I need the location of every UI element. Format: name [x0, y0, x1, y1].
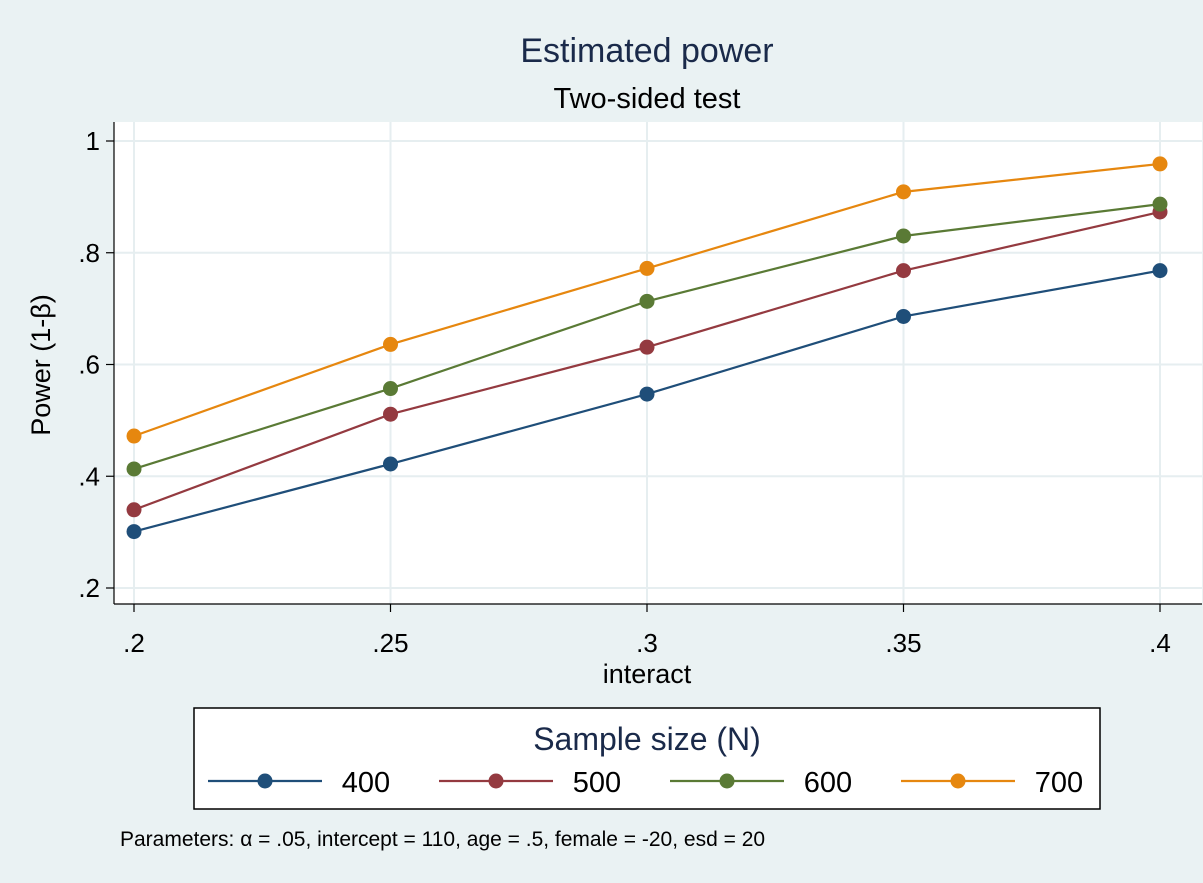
y-tick-label: .2	[78, 573, 100, 603]
parameters-note: Parameters: α = .05, intercept = 110, ag…	[120, 828, 765, 851]
x-ticks: .2 .25 .3 .35 .4	[123, 604, 1171, 658]
plot-area	[114, 122, 1202, 604]
grid	[114, 122, 1202, 604]
data-point-600	[126, 461, 142, 477]
data-point-700	[126, 428, 142, 444]
legend-box	[193, 707, 1101, 810]
data-point-500	[639, 339, 655, 355]
data-point-700	[1152, 156, 1168, 172]
legend-title: Sample size (N)	[533, 721, 761, 757]
x-axis-label: interact	[603, 659, 692, 689]
data-point-600	[639, 293, 655, 309]
legend-key-marker-600	[719, 773, 735, 789]
data-point-400	[896, 308, 911, 324]
data-point-600	[896, 228, 911, 244]
data-point-400	[639, 386, 655, 402]
data-point-500	[383, 406, 398, 422]
y-tick-label: .6	[78, 350, 100, 380]
data-point-700	[896, 184, 911, 200]
data-point-700	[383, 336, 398, 352]
y-tick-label: .4	[78, 461, 100, 491]
chart-title: Estimated power	[520, 32, 773, 70]
legend-label-400: 400	[342, 767, 390, 799]
y-ticks: .2 .4 .6 .8 1	[78, 126, 114, 603]
data-point-400	[1152, 263, 1168, 279]
legend-key-marker-400	[257, 773, 273, 789]
data-point-600	[383, 381, 398, 397]
legend-label-700: 700	[1035, 767, 1083, 799]
x-tick-label: .35	[885, 628, 921, 658]
data-point-600	[1152, 196, 1168, 212]
series-group	[126, 156, 1168, 540]
legend-label-500: 500	[573, 767, 621, 799]
y-tick-label: 1	[86, 126, 100, 156]
x-tick-label: .3	[636, 628, 658, 658]
legend-key-marker-700	[950, 773, 966, 789]
y-tick-label: .8	[78, 238, 100, 268]
data-point-400	[126, 524, 142, 540]
legend-label-600: 600	[804, 767, 852, 799]
chart-subtitle: Two-sided test	[554, 83, 741, 115]
data-point-700	[639, 260, 655, 276]
x-tick-label: .25	[372, 628, 408, 658]
data-point-500	[896, 263, 911, 279]
legend: 400 500 600 700	[208, 767, 1083, 799]
y-axis-label: Power (1-β)	[26, 294, 56, 436]
legend-key-marker-500	[488, 773, 504, 789]
data-point-400	[383, 456, 398, 472]
data-point-500	[126, 502, 142, 518]
x-tick-label: .4	[1149, 628, 1171, 658]
x-tick-label: .2	[123, 628, 145, 658]
